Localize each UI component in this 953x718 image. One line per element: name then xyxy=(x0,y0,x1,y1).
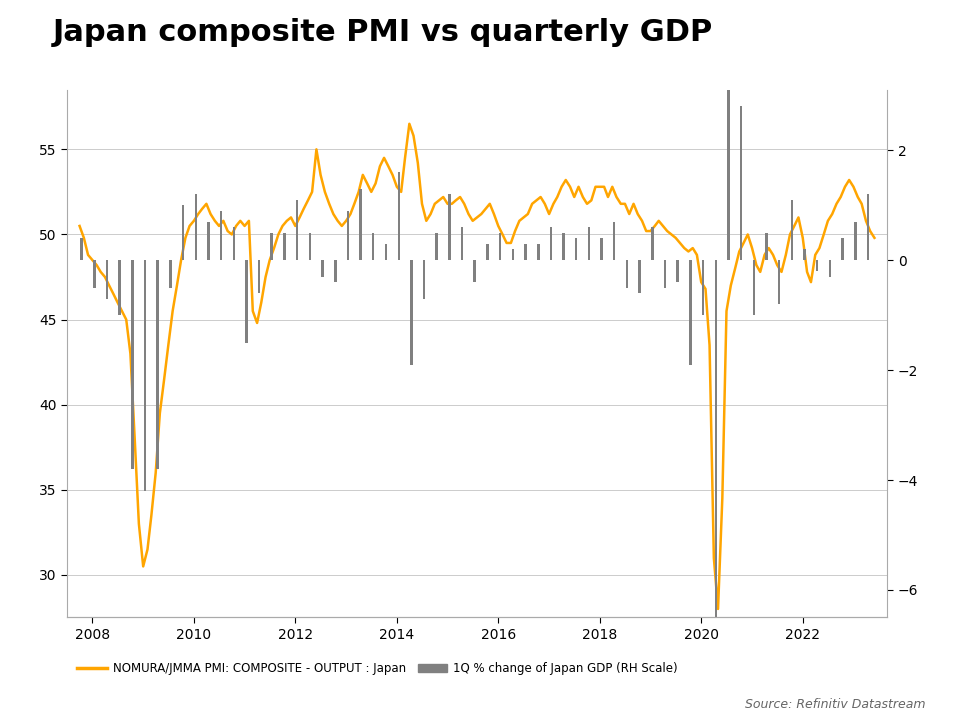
Bar xyxy=(853,222,856,260)
Bar xyxy=(599,238,602,260)
Bar xyxy=(841,238,843,260)
Bar xyxy=(486,243,488,260)
Legend: NOMURA/JMMA PMI: COMPOSITE - OUTPUT : Japan, 1Q % change of Japan GDP (RH Scale): NOMURA/JMMA PMI: COMPOSITE - OUTPUT : Ja… xyxy=(72,658,681,680)
Bar xyxy=(701,260,703,315)
Bar xyxy=(448,194,450,260)
Bar xyxy=(309,233,311,260)
Bar xyxy=(270,233,273,260)
Bar xyxy=(283,233,285,260)
Text: Japan composite PMI vs quarterly GDP: Japan composite PMI vs quarterly GDP xyxy=(52,18,712,47)
Bar xyxy=(347,210,349,260)
Bar xyxy=(169,260,172,288)
Bar xyxy=(625,260,627,288)
Bar xyxy=(207,222,210,260)
Bar xyxy=(561,233,564,260)
Bar xyxy=(334,260,336,282)
Bar xyxy=(397,172,399,260)
Bar xyxy=(815,260,818,271)
Bar xyxy=(790,200,792,260)
Bar xyxy=(740,106,741,260)
Text: Source: Refinitiv Datastream: Source: Refinitiv Datastream xyxy=(744,698,924,711)
Bar xyxy=(156,260,159,469)
Bar xyxy=(663,260,665,288)
Bar xyxy=(93,260,95,288)
Bar xyxy=(219,210,222,260)
Bar xyxy=(233,227,234,260)
Bar xyxy=(777,260,780,304)
Bar xyxy=(764,233,767,260)
Bar xyxy=(575,238,577,260)
Bar xyxy=(435,233,437,260)
Bar xyxy=(587,227,590,260)
Bar xyxy=(688,260,691,365)
Bar xyxy=(182,205,184,260)
Bar xyxy=(549,227,552,260)
Bar xyxy=(359,189,361,260)
Bar xyxy=(144,260,146,491)
Bar xyxy=(295,200,298,260)
Bar xyxy=(524,243,526,260)
Bar xyxy=(676,260,679,282)
Bar xyxy=(865,194,868,260)
Bar xyxy=(473,260,476,282)
Bar xyxy=(726,0,729,260)
Bar xyxy=(80,238,83,260)
Bar xyxy=(410,260,412,365)
Bar xyxy=(498,233,501,260)
Bar xyxy=(511,249,514,260)
Bar xyxy=(194,194,197,260)
Bar xyxy=(321,260,323,276)
Bar xyxy=(245,260,248,342)
Bar xyxy=(802,249,805,260)
Bar xyxy=(613,222,615,260)
Bar xyxy=(537,243,539,260)
Bar xyxy=(714,260,717,717)
Bar xyxy=(422,260,425,299)
Bar xyxy=(257,260,260,293)
Bar xyxy=(828,260,830,276)
Bar xyxy=(118,260,121,315)
Bar xyxy=(131,260,133,469)
Bar xyxy=(460,227,463,260)
Bar xyxy=(752,260,755,315)
Bar xyxy=(638,260,640,293)
Bar xyxy=(651,227,653,260)
Bar xyxy=(372,233,375,260)
Bar xyxy=(384,243,387,260)
Bar xyxy=(106,260,108,299)
